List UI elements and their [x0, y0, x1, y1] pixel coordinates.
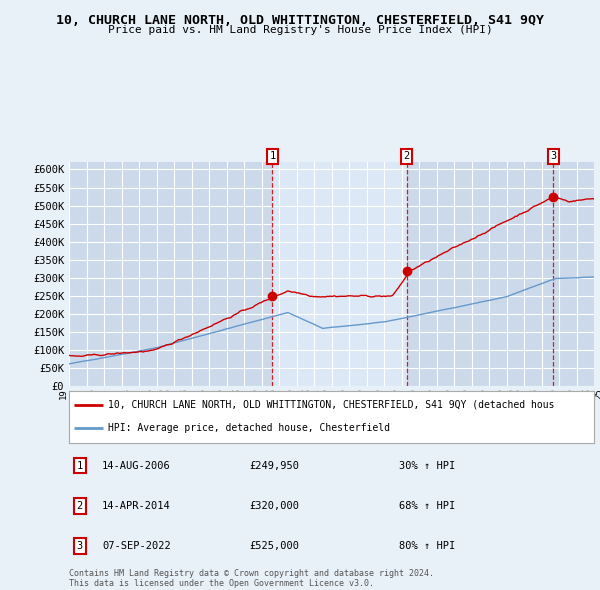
Text: 2: 2	[403, 151, 410, 161]
Text: 68% ↑ HPI: 68% ↑ HPI	[399, 501, 455, 510]
Text: 10, CHURCH LANE NORTH, OLD WHITTINGTON, CHESTERFIELD, S41 9QY: 10, CHURCH LANE NORTH, OLD WHITTINGTON, …	[56, 14, 544, 27]
Text: £249,950: £249,950	[249, 461, 299, 470]
Text: 30% ↑ HPI: 30% ↑ HPI	[399, 461, 455, 470]
Text: 80% ↑ HPI: 80% ↑ HPI	[399, 541, 455, 550]
Text: 2: 2	[77, 501, 83, 510]
Text: Contains HM Land Registry data © Crown copyright and database right 2024.
This d: Contains HM Land Registry data © Crown c…	[69, 569, 434, 588]
Text: 14-APR-2014: 14-APR-2014	[102, 501, 171, 510]
Text: 3: 3	[550, 151, 557, 161]
Text: 07-SEP-2022: 07-SEP-2022	[102, 541, 171, 550]
Text: 3: 3	[77, 541, 83, 550]
Text: Price paid vs. HM Land Registry's House Price Index (HPI): Price paid vs. HM Land Registry's House …	[107, 25, 493, 35]
Text: 10, CHURCH LANE NORTH, OLD WHITTINGTON, CHESTERFIELD, S41 9QY (detached hous: 10, CHURCH LANE NORTH, OLD WHITTINGTON, …	[109, 399, 555, 409]
Text: HPI: Average price, detached house, Chesterfield: HPI: Average price, detached house, Ches…	[109, 424, 391, 434]
Text: 14-AUG-2006: 14-AUG-2006	[102, 461, 171, 470]
Text: 1: 1	[269, 151, 275, 161]
Bar	[272, 162, 407, 386]
Text: 1: 1	[77, 461, 83, 470]
Text: £525,000: £525,000	[249, 541, 299, 550]
Text: £320,000: £320,000	[249, 501, 299, 510]
